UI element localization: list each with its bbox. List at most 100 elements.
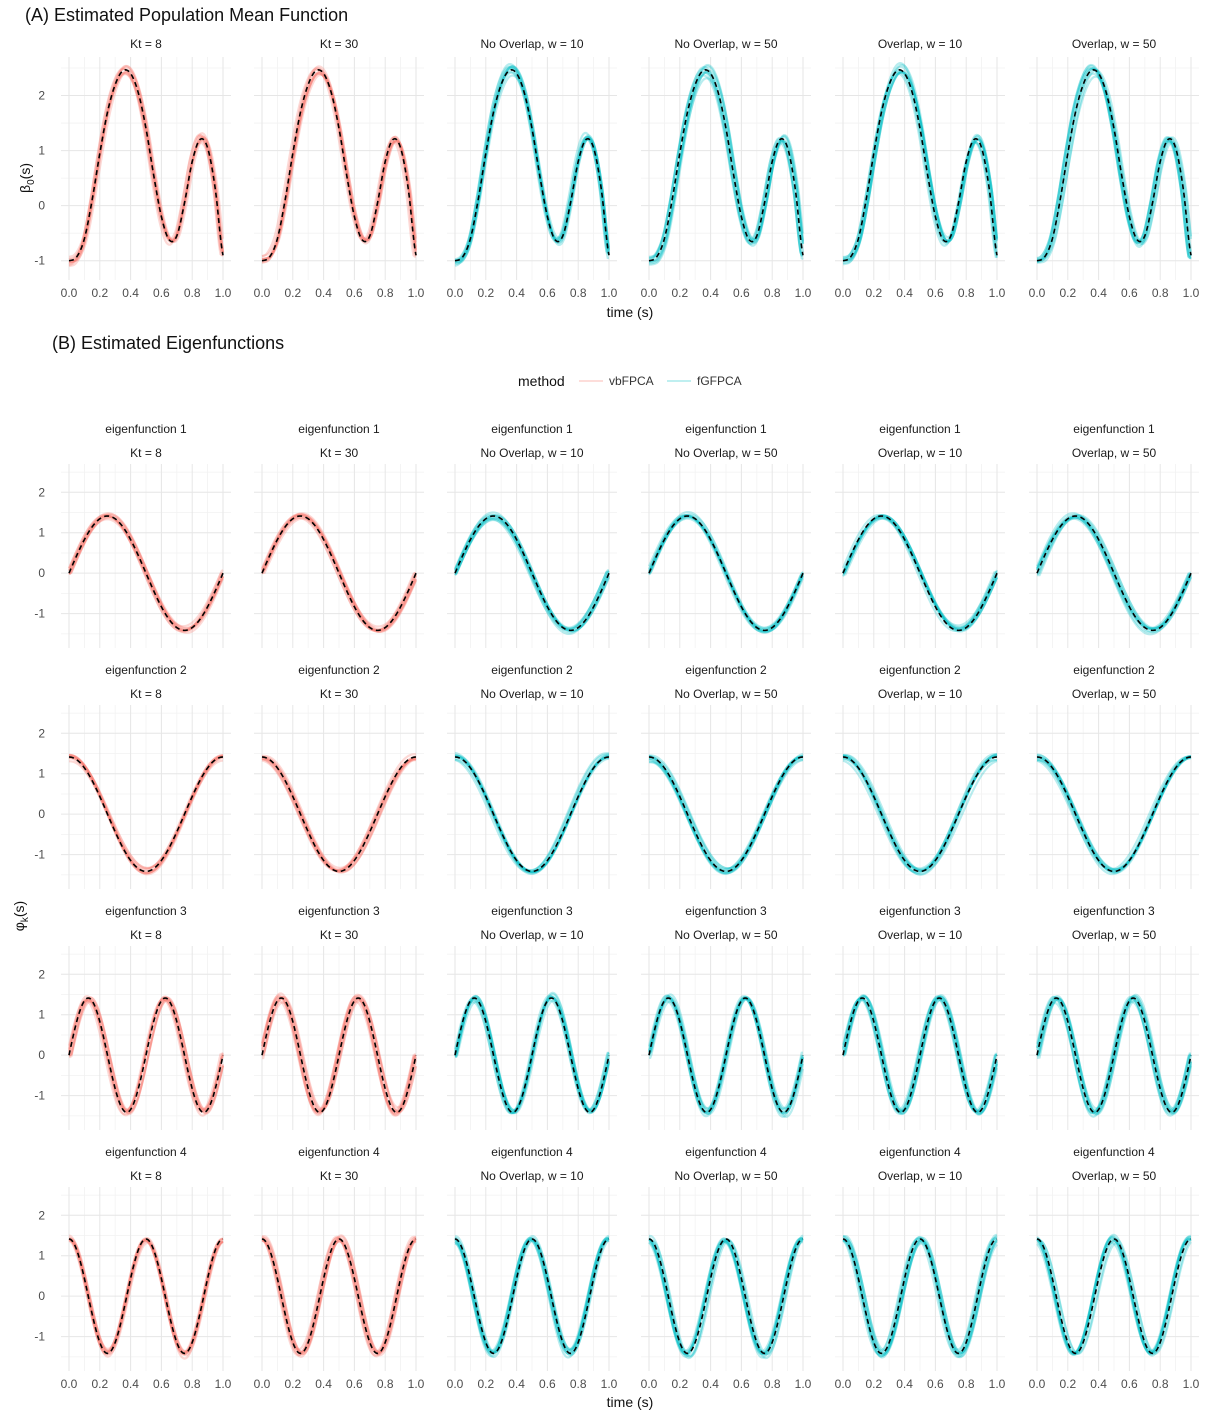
- estimate-line: [68, 513, 225, 632]
- estimate-line: [453, 511, 610, 634]
- estimate-line: [453, 514, 610, 636]
- facet-grid: Kt = 8 -1 0 1 2 0.0 0.2 0.4 0.6 0.8 1.0 Kt = 30 0.0 0…: [34, 37, 1199, 1391]
- estimate-line: [262, 997, 418, 1114]
- estimate-line: [454, 1236, 610, 1359]
- y-tick-label: 1: [38, 1008, 45, 1022]
- estimate-line: [260, 999, 417, 1113]
- facet-panel-b-1-0: eigenfunction 2 Kt = 8 -1 0 1 2: [34, 663, 231, 889]
- strip-col-label: Overlap, w = 50: [1072, 1169, 1157, 1183]
- facet-panel-b-2-2: eigenfunction 3 No Overlap, w = 10: [447, 904, 617, 1130]
- truth-line: [261, 997, 417, 1114]
- estimate-line: [649, 63, 805, 265]
- panel-b-title: (B) Estimated Eigenfunctions: [52, 333, 284, 353]
- x-tick-label: 0.4: [122, 1377, 139, 1391]
- estimate-line: [841, 995, 997, 1115]
- x-tick-label: 0.2: [477, 286, 494, 300]
- x-tick-label: 0.4: [702, 1377, 719, 1391]
- x-tick-label: 0.6: [153, 1377, 170, 1391]
- strip-row-label: eigenfunction 3: [491, 904, 573, 918]
- estimate-line: [842, 514, 999, 632]
- x-tick-label: 0.2: [671, 286, 688, 300]
- strip-row-label: eigenfunction 3: [1073, 904, 1155, 918]
- estimate-line: [842, 755, 998, 871]
- x-tick-label: 0.4: [896, 286, 913, 300]
- x-tick-label: 0.2: [1059, 1377, 1076, 1391]
- x-tick-label: 1.0: [989, 286, 1006, 300]
- estimate-line: [842, 1233, 998, 1358]
- estimate-line: [67, 518, 224, 628]
- x-tick-label: 0.2: [284, 286, 301, 300]
- estimate-line: [1036, 756, 1192, 873]
- strip-row-label: eigenfunction 1: [298, 422, 380, 436]
- facet-panel-b-3-0: eigenfunction 4 Kt = 8 -1 0 1 2 0.0 0.2 0.4 0.6 0.…: [34, 1145, 231, 1391]
- estimate-line: [261, 757, 417, 869]
- x-tick-label: 0.6: [733, 286, 750, 300]
- y-tick-label: 0: [38, 1289, 45, 1303]
- y-tick-label: 0: [38, 1048, 45, 1062]
- x-tick-label: 0.0: [1029, 1377, 1046, 1391]
- strip-row-label: eigenfunction 3: [879, 904, 961, 918]
- estimate-line: [648, 70, 804, 261]
- estimate-line: [260, 992, 417, 1117]
- estimate-line: [261, 997, 418, 1112]
- estimate-line: [648, 1237, 804, 1358]
- strip-col-label: Kt = 8: [130, 37, 162, 51]
- estimate-line: [454, 65, 610, 267]
- x-tick-label: 0.8: [570, 1377, 587, 1391]
- x-tick-label: 0.8: [377, 286, 394, 300]
- facet-panel-b-1-5: eigenfunction 2 Overlap, w = 50: [1029, 663, 1199, 889]
- estimate-line: [648, 71, 805, 263]
- strip-col-label: Kt = 30: [320, 37, 359, 51]
- estimate-line: [455, 1239, 610, 1354]
- strip-col-label: No Overlap, w = 50: [674, 687, 777, 701]
- x-tick-label: 0.4: [315, 286, 332, 300]
- strip-row-label: eigenfunction 2: [298, 663, 380, 677]
- estimate-line: [648, 516, 805, 629]
- estimate-line: [68, 1238, 224, 1357]
- x-tick-label: 0.6: [1121, 1377, 1138, 1391]
- estimate-line: [262, 73, 418, 261]
- facet-panel-a-5: Overlap, w = 50 0.0 0.2 0.4 0.6 0.8 1.0: [1029, 37, 1200, 300]
- x-tick-label: 0.0: [61, 1377, 78, 1391]
- estimate-line: [261, 754, 417, 873]
- x-tick-label: 0.8: [764, 286, 781, 300]
- estimate-line: [261, 517, 418, 631]
- estimate-line: [647, 514, 804, 629]
- estimate-line: [261, 513, 418, 632]
- estimate-line: [261, 755, 417, 874]
- estimate-line: [842, 753, 998, 872]
- estimate-line: [1036, 1237, 1192, 1356]
- estimate-line: [1037, 754, 1192, 875]
- estimate-line: [261, 755, 417, 874]
- truth-line: [842, 69, 998, 262]
- legend: method vbFPCA fGFPCA: [518, 373, 742, 389]
- x-tick-label: 0.2: [671, 1377, 688, 1391]
- x-tick-label: 0.4: [122, 286, 139, 300]
- estimate-line: [68, 754, 224, 873]
- y-tick-label: -1: [34, 607, 45, 621]
- strip-col-label: No Overlap, w = 50: [674, 1169, 777, 1183]
- estimate-line: [841, 995, 998, 1113]
- estimate-line: [1036, 995, 1193, 1110]
- y-tick-label: 2: [38, 485, 45, 499]
- estimate-line: [648, 510, 805, 633]
- strip-col-label: Kt = 30: [320, 928, 359, 942]
- estimate-line: [68, 756, 224, 870]
- estimate-line: [1036, 754, 1192, 871]
- estimate-line: [1036, 993, 1193, 1116]
- truth-line: [68, 997, 224, 1114]
- truth-line: [1036, 997, 1192, 1114]
- truth-line: [1036, 515, 1192, 632]
- estimate-line: [648, 69, 805, 266]
- estimate-line: [68, 70, 225, 263]
- estimate-line: [454, 993, 611, 1113]
- strip-col-label: Overlap, w = 50: [1072, 446, 1157, 460]
- estimate-line: [454, 517, 611, 633]
- estimate-line: [1036, 517, 1193, 634]
- estimate-line: [1035, 515, 1192, 636]
- strip-col-label: No Overlap, w = 10: [480, 37, 583, 51]
- x-tick-label: 0.2: [91, 1377, 108, 1391]
- x-tick-label: 0.8: [764, 1377, 781, 1391]
- panel-b-xlabel: time (s): [607, 1394, 654, 1410]
- x-tick-label: 0.8: [184, 286, 201, 300]
